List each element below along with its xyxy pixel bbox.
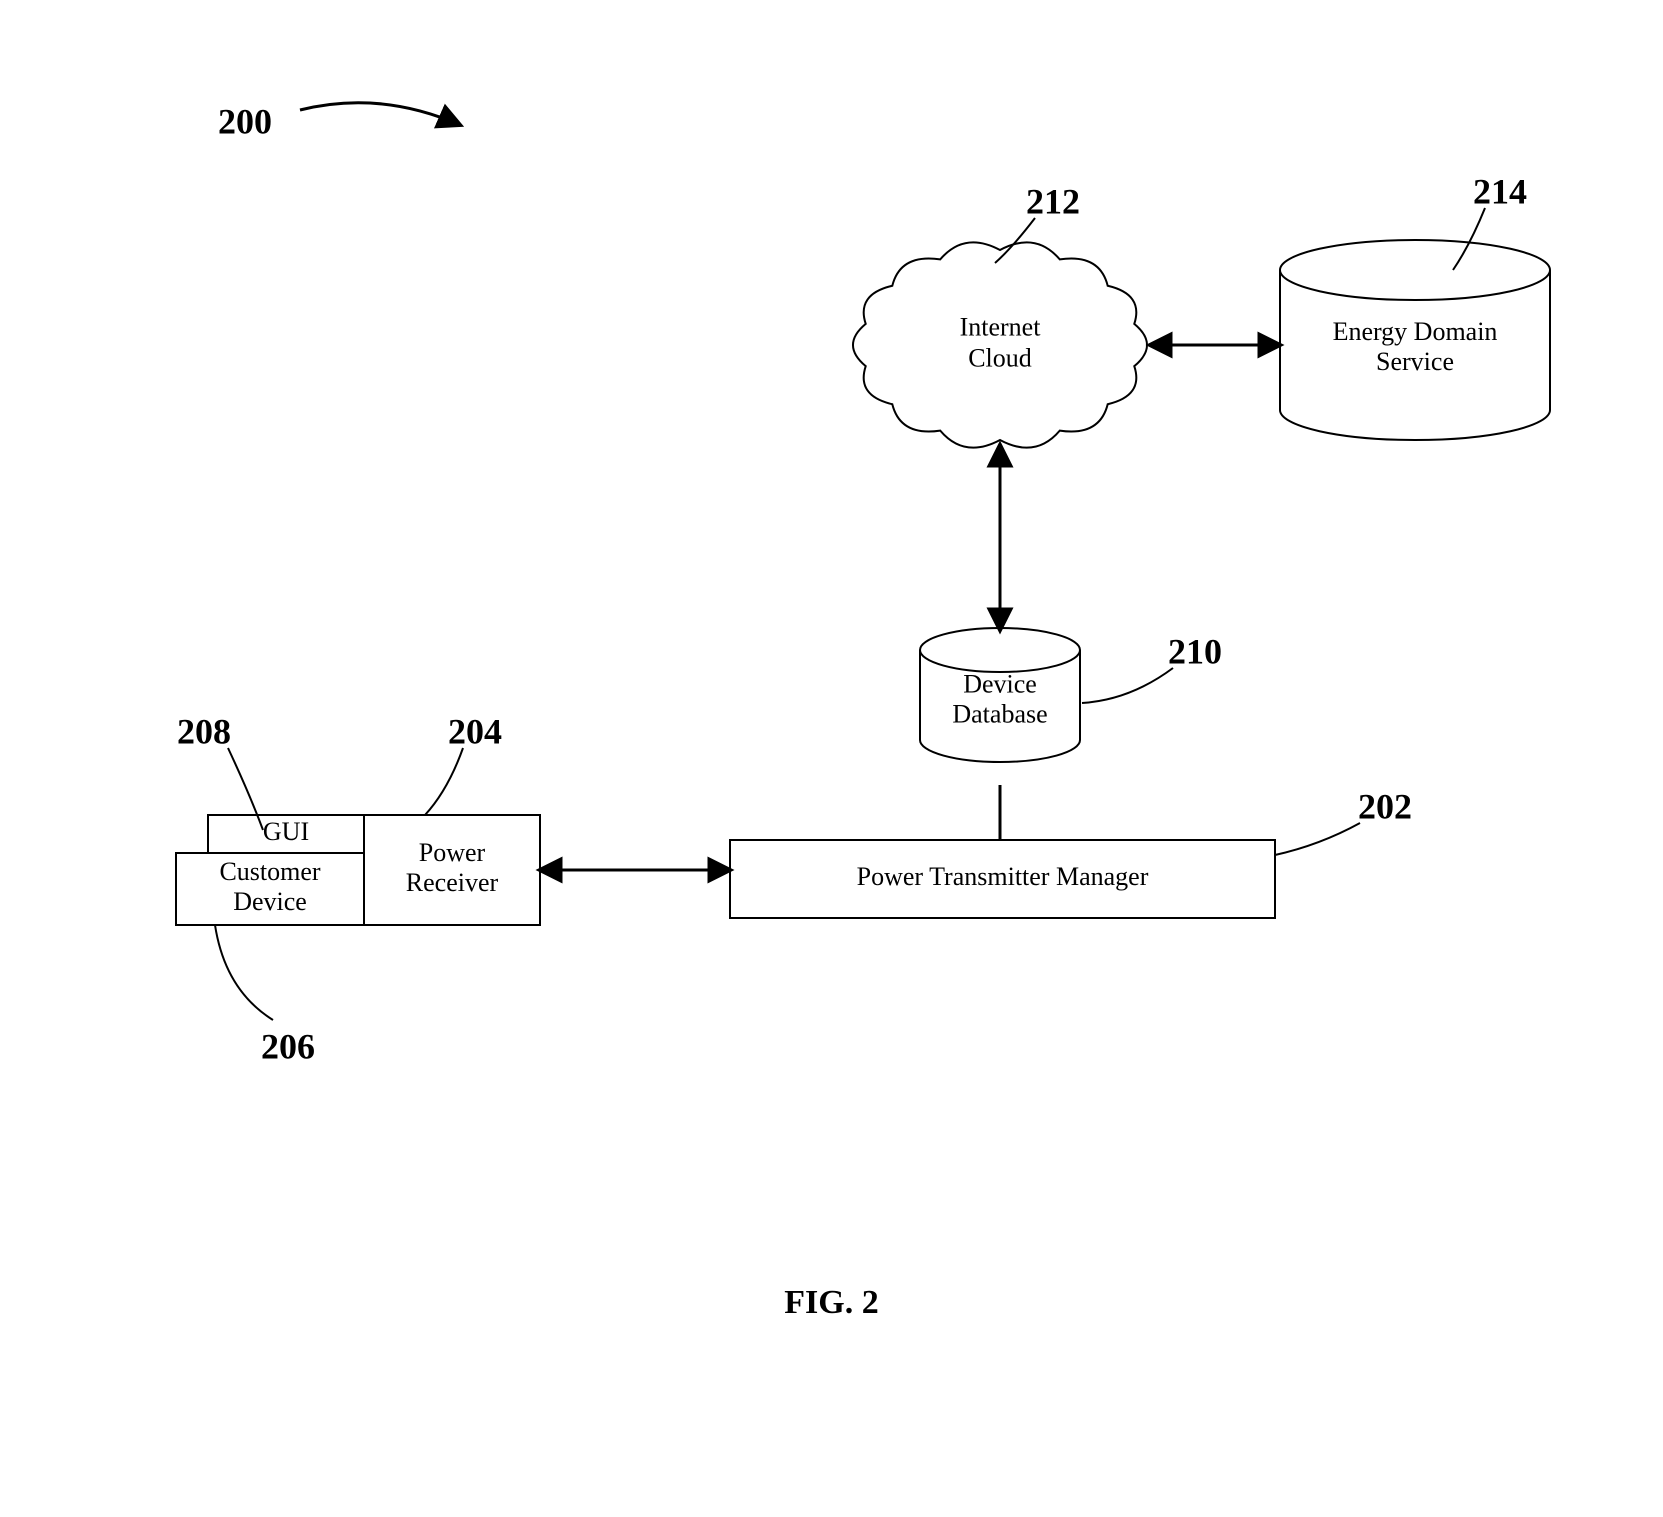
node-label-customer_device: Device bbox=[233, 887, 307, 916]
node-label-cloud: Internet bbox=[960, 312, 1042, 341]
ref-label-210: 210 bbox=[1168, 631, 1222, 671]
node-label-ptm: Power Transmitter Manager bbox=[857, 862, 1149, 891]
ref-label-200: 200 bbox=[218, 101, 272, 141]
node-ptm: Power Transmitter Manager bbox=[730, 840, 1275, 918]
ref-label-212: 212 bbox=[1026, 181, 1080, 221]
node-label-power_receiver: Power bbox=[419, 838, 486, 867]
node-device_db: DeviceDatabase bbox=[920, 628, 1080, 762]
node-label-power_receiver: Receiver bbox=[406, 868, 499, 897]
figure-caption: FIG. 2 bbox=[784, 1284, 878, 1321]
node-power_receiver: PowerReceiver bbox=[364, 815, 540, 925]
node-label-device_db: Database bbox=[952, 700, 1047, 729]
node-label-cloud: Cloud bbox=[968, 344, 1032, 373]
ref-label-214: 214 bbox=[1473, 171, 1527, 211]
figure-2-diagram: GUICustomerDevicePowerReceiverPower Tran… bbox=[0, 0, 1663, 1517]
ref-label-204: 204 bbox=[448, 711, 502, 751]
node-eds: Energy DomainService bbox=[1280, 240, 1550, 440]
ref-200: 200 bbox=[218, 101, 272, 141]
ref-label-202: 202 bbox=[1358, 786, 1412, 826]
node-customer_device: CustomerDevice bbox=[176, 853, 364, 925]
node-label-device_db: Device bbox=[963, 670, 1037, 699]
ref-label-206: 206 bbox=[261, 1026, 315, 1066]
node-label-gui: GUI bbox=[263, 817, 309, 846]
node-gui: GUI bbox=[208, 815, 364, 853]
node-label-eds: Service bbox=[1376, 347, 1454, 376]
node-label-customer_device: Customer bbox=[219, 857, 320, 886]
node-label-eds: Energy Domain bbox=[1333, 317, 1498, 346]
node-cloud: Internet Cloud bbox=[853, 242, 1147, 447]
ref-label-208: 208 bbox=[177, 711, 231, 751]
